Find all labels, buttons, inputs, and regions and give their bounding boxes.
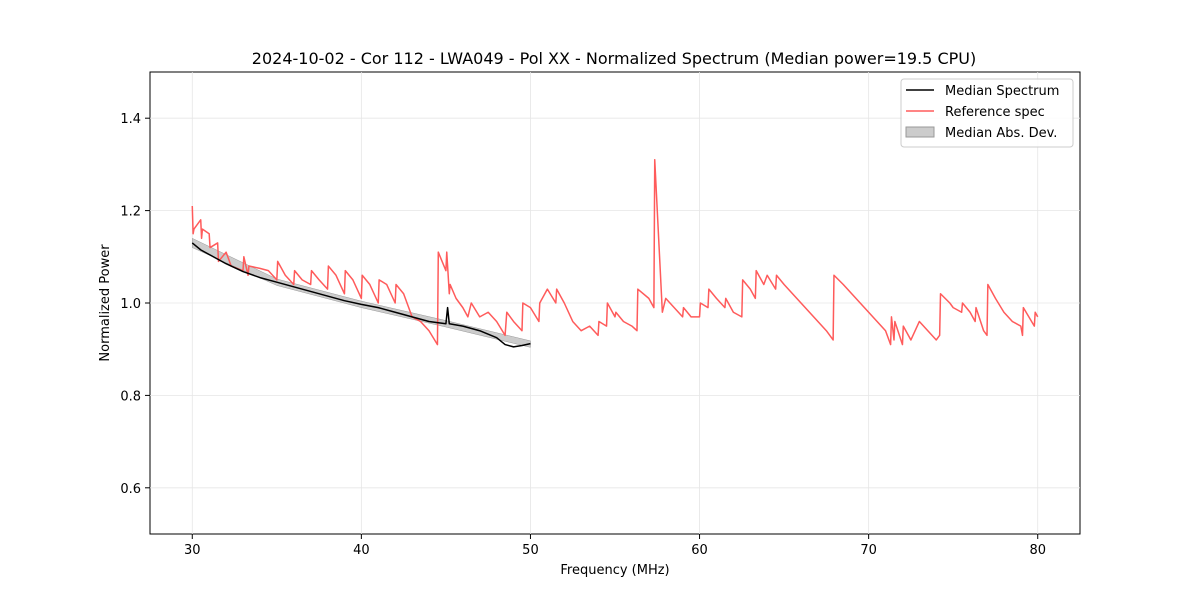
legend-reference-label: Reference spec xyxy=(945,105,1045,120)
y-tick-label: 0.6 xyxy=(120,482,141,497)
median-spectrum-line xyxy=(191,242,531,348)
legend-box xyxy=(900,78,1074,148)
legend: Median Spectrum Reference spec Median Ab… xyxy=(900,78,1074,148)
data-series xyxy=(191,159,1039,348)
y-tick-label: 1.2 xyxy=(120,205,141,220)
y-tick-label: 1.0 xyxy=(120,297,141,312)
x-tick-label: 50 xyxy=(522,543,539,558)
axis-ticks: 30 40 50 60 70 80 0.6 0.8 1.0 1.2 1.4 xyxy=(120,112,1046,558)
reference-spectrum-line xyxy=(191,159,1039,346)
x-tick-label: 80 xyxy=(1029,543,1046,558)
y-tick-label: 1.4 xyxy=(120,112,141,127)
x-tick-label: 60 xyxy=(691,543,708,558)
x-tick-label: 40 xyxy=(353,543,370,558)
x-tick-label: 30 xyxy=(184,543,201,558)
y-tick-label: 0.8 xyxy=(120,389,141,404)
legend-mad-swatch xyxy=(905,126,935,138)
grid-lines xyxy=(150,72,1080,534)
x-tick-label: 70 xyxy=(860,543,877,558)
x-axis-label: Frequency (MHz) xyxy=(560,563,669,578)
y-axis-label: Normalized Power xyxy=(98,244,113,362)
legend-median-label: Median Spectrum xyxy=(945,84,1059,99)
chart-title: 2024-10-02 - Cor 112 - LWA049 - Pol XX -… xyxy=(252,49,976,68)
legend-mad-label: Median Abs. Dev. xyxy=(945,126,1057,141)
